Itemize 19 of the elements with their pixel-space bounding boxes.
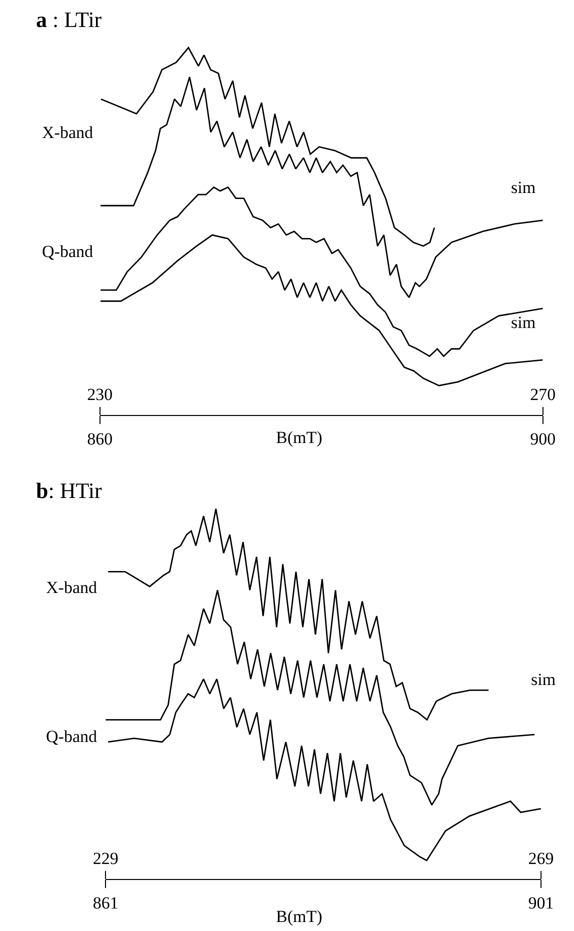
- chart-title: a : LTir: [36, 7, 102, 32]
- x2-tick-label: 270: [530, 385, 556, 404]
- x2-tick-label: 230: [87, 385, 113, 404]
- x-tick-label: 900: [530, 430, 556, 449]
- x-tick-label: 901: [528, 894, 554, 913]
- annotation: sim: [511, 178, 536, 197]
- x-axis-title: B(mT): [276, 428, 322, 447]
- x-axis-title: B(mT): [276, 907, 322, 926]
- text: X-band: [46, 578, 98, 597]
- x-tick-label: 861: [92, 894, 118, 913]
- text: X-band: [42, 123, 94, 142]
- annotation: sim: [511, 313, 536, 332]
- text: Q-band: [42, 242, 94, 261]
- text: Q-band: [46, 727, 98, 746]
- x2-tick-label: 229: [92, 849, 118, 868]
- x-tick-label: 860: [87, 430, 113, 449]
- chart-title: b: HTir: [36, 478, 103, 503]
- annotation: sim: [531, 670, 556, 689]
- x2-tick-label: 269: [528, 849, 554, 868]
